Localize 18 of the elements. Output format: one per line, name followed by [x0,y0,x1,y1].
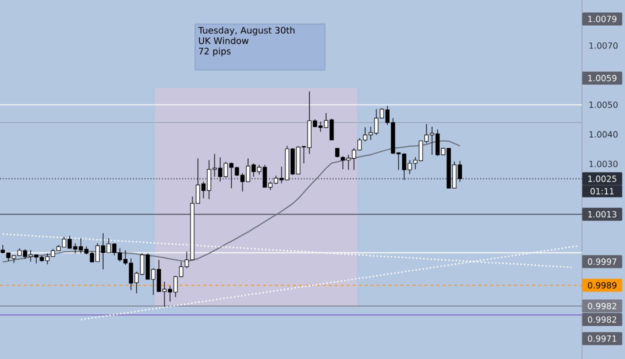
y-tick-label: 1.0070 [589,42,618,49]
ref-line-label: 0.9982 [588,302,616,310]
annotation: 1.0079 [588,16,616,22]
annotation: 1.0059 [588,74,616,82]
y-tick-label: 1.0050 [589,102,618,108]
y-tick-label: 1.0030 [589,160,618,168]
annotation: 0.9982 [588,316,616,323]
annotation: UK Window [198,37,248,44]
annotation: 0.9971 [588,335,616,342]
annotation: 0.9997 [588,258,616,265]
candlestick [335,148,340,158]
ref-line-label: 0.9989 [588,282,616,289]
text: 01:11 [590,188,614,194]
ref-line-label: 1.0013 [588,211,616,218]
annotation: Tuesday, August 30th [198,26,294,36]
annotation: 72 pips [198,48,231,56]
y-tick-label: 1.0040 [589,131,618,138]
ref-line-label: 1.0025 [588,176,616,182]
